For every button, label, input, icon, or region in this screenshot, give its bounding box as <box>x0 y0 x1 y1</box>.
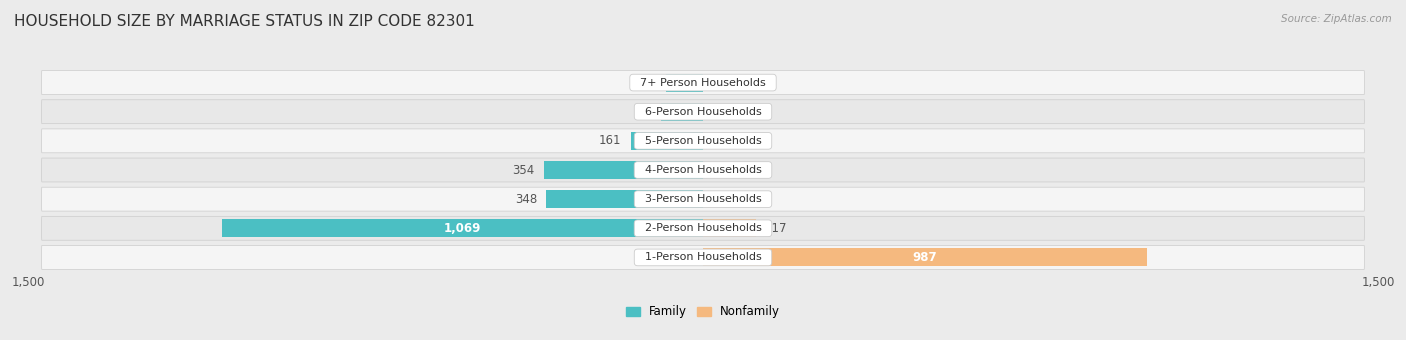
Text: 0: 0 <box>711 134 720 147</box>
FancyBboxPatch shape <box>42 71 1364 95</box>
Bar <box>547 190 703 208</box>
Text: 83: 83 <box>643 76 657 89</box>
Text: 1,069: 1,069 <box>444 222 481 235</box>
Text: 0: 0 <box>686 251 695 264</box>
Bar <box>703 249 1147 267</box>
Text: 93: 93 <box>637 105 652 118</box>
FancyBboxPatch shape <box>42 158 1364 182</box>
Legend: Family, Nonfamily: Family, Nonfamily <box>621 301 785 323</box>
Text: 117: 117 <box>765 222 787 235</box>
FancyBboxPatch shape <box>42 129 1364 153</box>
Bar <box>665 73 703 91</box>
Text: 161: 161 <box>599 134 621 147</box>
FancyBboxPatch shape <box>42 187 1364 211</box>
Text: 2-Person Households: 2-Person Households <box>637 223 769 233</box>
Text: 0: 0 <box>711 164 720 176</box>
Text: 0: 0 <box>711 193 720 206</box>
Text: 987: 987 <box>912 251 938 264</box>
Text: 7+ Person Households: 7+ Person Households <box>633 78 773 88</box>
FancyBboxPatch shape <box>42 216 1364 240</box>
Text: 6-Person Households: 6-Person Households <box>638 107 768 117</box>
Bar <box>222 219 703 237</box>
Text: 0: 0 <box>711 105 720 118</box>
Text: 354: 354 <box>512 164 534 176</box>
Text: 1-Person Households: 1-Person Households <box>638 252 768 262</box>
Text: 0: 0 <box>711 76 720 89</box>
FancyBboxPatch shape <box>42 245 1364 269</box>
Text: 348: 348 <box>515 193 537 206</box>
FancyBboxPatch shape <box>42 100 1364 124</box>
Bar <box>544 161 703 179</box>
Text: 3-Person Households: 3-Person Households <box>638 194 768 204</box>
Text: Source: ZipAtlas.com: Source: ZipAtlas.com <box>1281 14 1392 23</box>
Text: HOUSEHOLD SIZE BY MARRIAGE STATUS IN ZIP CODE 82301: HOUSEHOLD SIZE BY MARRIAGE STATUS IN ZIP… <box>14 14 475 29</box>
Bar <box>661 103 703 121</box>
Bar <box>630 132 703 150</box>
Text: 4-Person Households: 4-Person Households <box>637 165 769 175</box>
Bar <box>703 219 755 237</box>
Text: 5-Person Households: 5-Person Households <box>638 136 768 146</box>
